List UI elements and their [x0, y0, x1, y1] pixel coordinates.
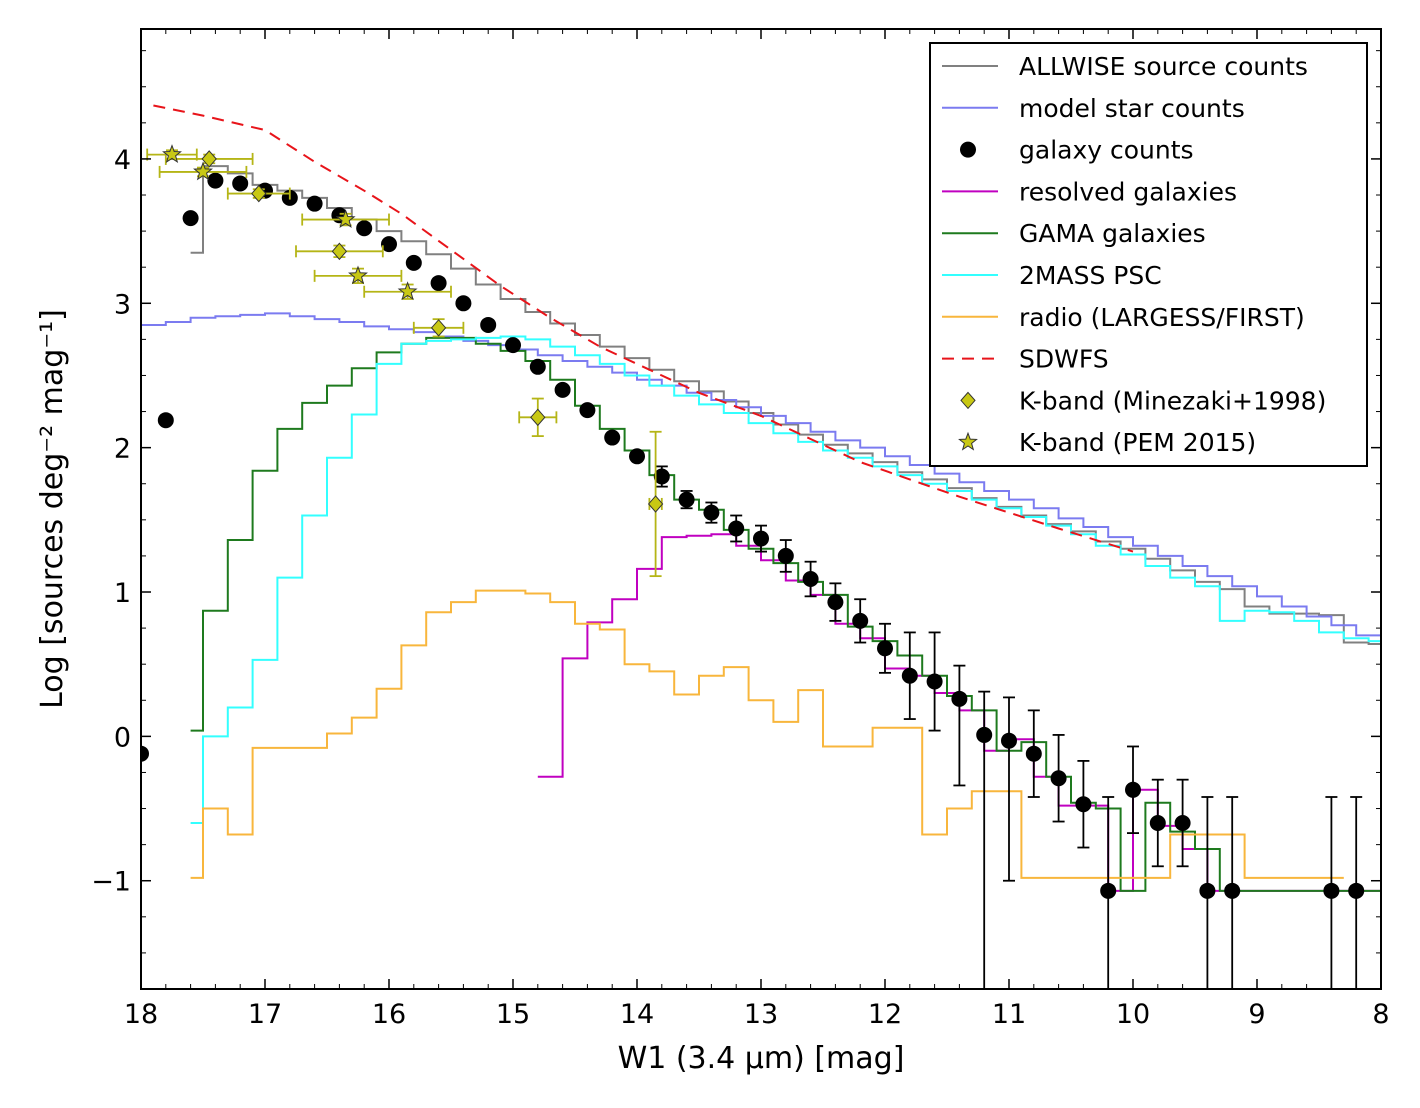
- x-tick-label: 10: [1116, 999, 1150, 1030]
- data-point-galaxy-counts: [1075, 796, 1092, 813]
- data-point-galaxy-counts: [579, 402, 596, 419]
- data-point-galaxy-counts: [232, 175, 249, 192]
- data-point-k-band-minezaki-1998: [201, 150, 217, 168]
- legend-swatch-k-band-minezaki-1998: [960, 391, 976, 410]
- data-point-galaxy-counts: [1100, 882, 1117, 899]
- x-tick-label: 11: [992, 999, 1026, 1030]
- data-point-galaxy-counts: [455, 295, 472, 312]
- legend-label-radio-largess-first: radio (LARGESS/FIRST): [1019, 303, 1305, 332]
- legend-box: [929, 42, 1368, 467]
- x-tick-label: 17: [248, 999, 282, 1030]
- data-point-galaxy-counts: [1174, 814, 1191, 831]
- legend-label-resolved-galaxies: resolved galaxies: [1019, 177, 1237, 206]
- data-point-galaxy-counts: [306, 195, 323, 212]
- data-point-galaxy-counts: [356, 220, 373, 237]
- data-point-galaxy-counts: [1348, 882, 1365, 899]
- data-point-galaxy-counts: [653, 468, 670, 485]
- x-tick-label: 9: [1248, 999, 1265, 1030]
- data-point-k-band-minezaki-1998: [530, 408, 546, 427]
- data-point-galaxy-counts: [1149, 814, 1166, 831]
- data-point-galaxy-counts: [554, 381, 571, 398]
- legend-label-galaxy-counts: galaxy counts: [1019, 136, 1194, 165]
- data-point-galaxy-counts: [976, 726, 993, 743]
- data-point-galaxy-counts: [1001, 732, 1017, 749]
- data-point-galaxy-counts: [951, 690, 968, 707]
- legend-swatch-k-band-pem-2015: [958, 431, 978, 451]
- data-point-galaxy-counts: [1323, 882, 1340, 899]
- data-point-galaxy-counts: [877, 640, 893, 657]
- y-axis-label: Log [sources deg⁻² mag⁻¹]: [35, 309, 70, 709]
- data-point-galaxy-counts: [141, 745, 149, 762]
- data-point-galaxy-counts: [157, 412, 174, 429]
- y-tick-label: 0: [114, 722, 131, 753]
- data-point-galaxy-counts: [207, 172, 224, 189]
- data-point-galaxy-counts: [703, 504, 720, 521]
- x-tick-label: 8: [1372, 999, 1389, 1030]
- x-tick-label: 15: [496, 999, 530, 1030]
- data-point-k-band-pem-2015: [397, 281, 418, 301]
- y-tick-label: 4: [114, 145, 131, 176]
- y-tick-label: 1: [114, 578, 131, 609]
- legend-label-sdwfs: SDWFS: [1019, 345, 1109, 374]
- data-point-galaxy-counts: [430, 275, 447, 292]
- series-layer: [141, 104, 1381, 892]
- data-point-galaxy-counts: [926, 673, 943, 690]
- series-line-radio-largess-first: [190, 589, 1344, 879]
- data-point-galaxy-counts: [529, 358, 546, 375]
- data-point-galaxy-counts: [1025, 745, 1042, 762]
- data-point-galaxy-counts: [1199, 882, 1216, 899]
- marker-layer: [141, 144, 1365, 989]
- x-axis-label: W1 (3.4 μm) [mag]: [618, 1041, 905, 1076]
- series-line-allwise-source-counts: [190, 165, 1381, 650]
- x-tick-label: 18: [124, 999, 158, 1030]
- data-point-galaxy-counts: [753, 530, 769, 547]
- data-point-galaxy-counts: [852, 612, 869, 629]
- y-tick-label: 2: [114, 434, 131, 465]
- data-point-galaxy-counts: [480, 316, 497, 333]
- legend-label-k-band-minezaki-1998: K-band (Minezaki+1998): [1019, 386, 1326, 415]
- legend-label-gama-galaxies: GAMA galaxies: [1019, 219, 1206, 248]
- data-point-galaxy-counts: [802, 571, 819, 588]
- legend-label-k-band-pem-2015: K-band (PEM 2015): [1019, 428, 1256, 457]
- x-tick-label: 16: [372, 999, 406, 1030]
- x-tick-label: 14: [620, 999, 654, 1030]
- data-point-k-band-minezaki-1998: [647, 495, 664, 513]
- y-tick-label: −1: [91, 867, 131, 898]
- data-point-k-band-pem-2015: [348, 265, 368, 285]
- series-line-sdwfs: [153, 104, 1134, 553]
- x-tick-label: 12: [868, 999, 902, 1030]
- data-point-k-band-minezaki-1998: [251, 184, 267, 203]
- data-point-galaxy-counts: [505, 337, 521, 354]
- legend-label-model-star-counts: model star counts: [1019, 94, 1245, 123]
- legend-label-allwise-source-counts: ALLWISE source counts: [1019, 52, 1308, 81]
- legend-swatch-galaxy-counts: [960, 141, 976, 158]
- data-point-k-band-pem-2015: [193, 161, 213, 181]
- data-point-galaxy-counts: [678, 491, 695, 508]
- data-point-galaxy-counts: [901, 667, 918, 684]
- data-point-k-band-pem-2015: [162, 144, 182, 164]
- data-point-galaxy-counts: [405, 254, 422, 271]
- data-point-galaxy-counts: [1050, 770, 1067, 787]
- y-tick-label: 3: [114, 289, 131, 320]
- data-point-galaxy-counts: [381, 236, 397, 253]
- legend: ALLWISE source counts model star counts ga…: [929, 42, 1368, 467]
- data-point-k-band-pem-2015: [335, 209, 356, 228]
- data-point-galaxy-counts: [1224, 882, 1241, 899]
- data-point-k-band-minezaki-1998: [331, 242, 348, 261]
- data-point-galaxy-counts: [1125, 781, 1141, 798]
- legend-label-2mass-psc: 2MASS PSC: [1019, 261, 1162, 290]
- data-point-galaxy-counts: [777, 547, 794, 564]
- data-point-galaxy-counts: [604, 429, 621, 446]
- x-tick-label: 13: [744, 999, 778, 1030]
- data-point-galaxy-counts: [728, 520, 745, 537]
- data-point-galaxy-counts: [629, 448, 645, 465]
- data-point-k-band-minezaki-1998: [430, 319, 447, 337]
- data-point-galaxy-counts: [827, 594, 844, 611]
- data-point-galaxy-counts: [182, 210, 199, 227]
